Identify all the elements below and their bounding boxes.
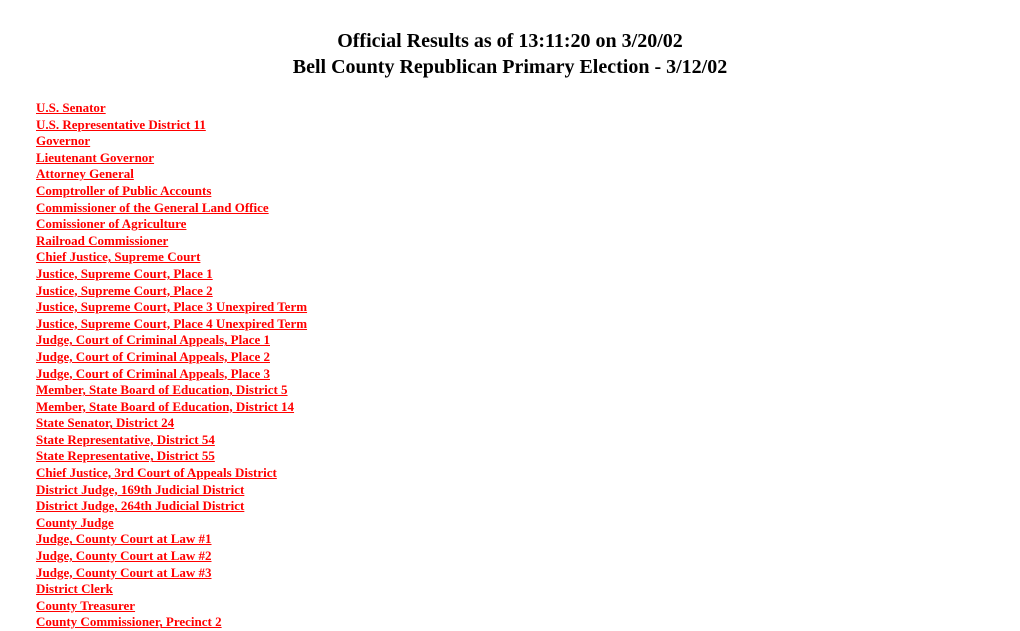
race-link[interactable]: Commissioner of the General Land Office — [36, 200, 269, 215]
race-link[interactable]: Justice, Supreme Court, Place 2 — [36, 283, 213, 298]
race-link[interactable]: Chief Justice, Supreme Court — [36, 249, 200, 264]
race-link[interactable]: Attorney General — [36, 166, 134, 181]
race-link[interactable]: Judge, Court of Criminal Appeals, Place … — [36, 332, 270, 347]
race-link-item: State Representative, District 54 — [36, 432, 984, 448]
race-link[interactable]: U.S. Senator — [36, 100, 106, 115]
race-link[interactable]: Comptroller of Public Accounts — [36, 183, 211, 198]
race-link[interactable]: Justice, Supreme Court, Place 1 — [36, 266, 213, 281]
race-link-item: Judge, Court of Criminal Appeals, Place … — [36, 349, 984, 365]
race-link-item: Member, State Board of Education, Distri… — [36, 399, 984, 415]
race-link-item: Judge, Court of Criminal Appeals, Place … — [36, 366, 984, 382]
race-link-item: Justice, Supreme Court, Place 2 — [36, 283, 984, 299]
page: Official Results as of 13:11:20 on 3/20/… — [0, 0, 1020, 630]
race-link[interactable]: Chief Justice, 3rd Court of Appeals Dist… — [36, 465, 277, 480]
race-link[interactable]: Judge, County Court at Law #3 — [36, 565, 212, 580]
race-link[interactable]: Member, State Board of Education, Distri… — [36, 399, 294, 414]
race-link-item: State Senator, District 24 — [36, 415, 984, 431]
race-link-item: Judge, County Court at Law #1 — [36, 531, 984, 547]
race-link[interactable]: Judge, Court of Criminal Appeals, Place … — [36, 349, 270, 364]
race-link[interactable]: U.S. Representative District 11 — [36, 117, 206, 132]
race-link[interactable]: County Treasurer — [36, 598, 135, 613]
race-link-item: District Judge, 169th Judicial District — [36, 482, 984, 498]
race-link-item: County Commissioner, Precinct 2 — [36, 614, 984, 630]
race-link[interactable]: Justice, Supreme Court, Place 4 Unexpire… — [36, 316, 307, 331]
race-link-item: State Representative, District 55 — [36, 448, 984, 464]
race-link[interactable]: Governor — [36, 133, 90, 148]
race-link[interactable]: District Judge, 264th Judicial District — [36, 498, 244, 513]
race-link-item: County Treasurer — [36, 598, 984, 614]
race-link[interactable]: Justice, Supreme Court, Place 3 Unexpire… — [36, 299, 307, 314]
race-link[interactable]: District Judge, 169th Judicial District — [36, 482, 244, 497]
race-link-item: Justice, Supreme Court, Place 4 Unexpire… — [36, 316, 984, 332]
race-link-item: Comissioner of Agriculture — [36, 216, 984, 232]
heading-line-2: Bell County Republican Primary Election … — [36, 54, 984, 80]
race-link[interactable]: Judge, County Court at Law #2 — [36, 548, 212, 563]
race-link-item: Comptroller of Public Accounts — [36, 183, 984, 199]
race-link-item: Railroad Commissioner — [36, 233, 984, 249]
race-link[interactable]: District Clerk — [36, 581, 113, 596]
race-link-item: Justice, Supreme Court, Place 1 — [36, 266, 984, 282]
race-link-item: Judge, County Court at Law #2 — [36, 548, 984, 564]
race-link-item: District Clerk — [36, 581, 984, 597]
race-link[interactable]: Railroad Commissioner — [36, 233, 168, 248]
race-link[interactable]: State Representative, District 54 — [36, 432, 215, 447]
race-link[interactable]: Judge, County Court at Law #1 — [36, 531, 212, 546]
race-link-item: Judge, County Court at Law #3 — [36, 565, 984, 581]
race-link-item: Chief Justice, 3rd Court of Appeals Dist… — [36, 465, 984, 481]
race-link-item: Attorney General — [36, 166, 984, 182]
race-link-item: Lieutenant Governor — [36, 150, 984, 166]
race-link[interactable]: Lieutenant Governor — [36, 150, 154, 165]
race-link[interactable]: County Judge — [36, 515, 114, 530]
race-link[interactable]: County Commissioner, Precinct 2 — [36, 614, 222, 629]
race-link-item: U.S. Representative District 11 — [36, 117, 984, 133]
race-link-item: Justice, Supreme Court, Place 3 Unexpire… — [36, 299, 984, 315]
heading-line-1: Official Results as of 13:11:20 on 3/20/… — [36, 28, 984, 54]
page-headings: Official Results as of 13:11:20 on 3/20/… — [36, 28, 984, 80]
race-link-item: Chief Justice, Supreme Court — [36, 249, 984, 265]
race-link-item: U.S. Senator — [36, 100, 984, 116]
race-link-list: U.S. Senator U.S. Representative District… — [36, 100, 984, 630]
race-link[interactable]: State Senator, District 24 — [36, 415, 174, 430]
race-link-item: Governor — [36, 133, 984, 149]
race-link[interactable]: Comissioner of Agriculture — [36, 216, 186, 231]
race-link-item: County Judge — [36, 515, 984, 531]
race-link-item: Judge, Court of Criminal Appeals, Place … — [36, 332, 984, 348]
race-link-item: District Judge, 264th Judicial District — [36, 498, 984, 514]
race-link-item: Member, State Board of Education, Distri… — [36, 382, 984, 398]
race-link[interactable]: Member, State Board of Education, Distri… — [36, 382, 288, 397]
race-link-item: Commissioner of the General Land Office — [36, 200, 984, 216]
race-link[interactable]: State Representative, District 55 — [36, 448, 215, 463]
race-link[interactable]: Judge, Court of Criminal Appeals, Place … — [36, 366, 270, 381]
